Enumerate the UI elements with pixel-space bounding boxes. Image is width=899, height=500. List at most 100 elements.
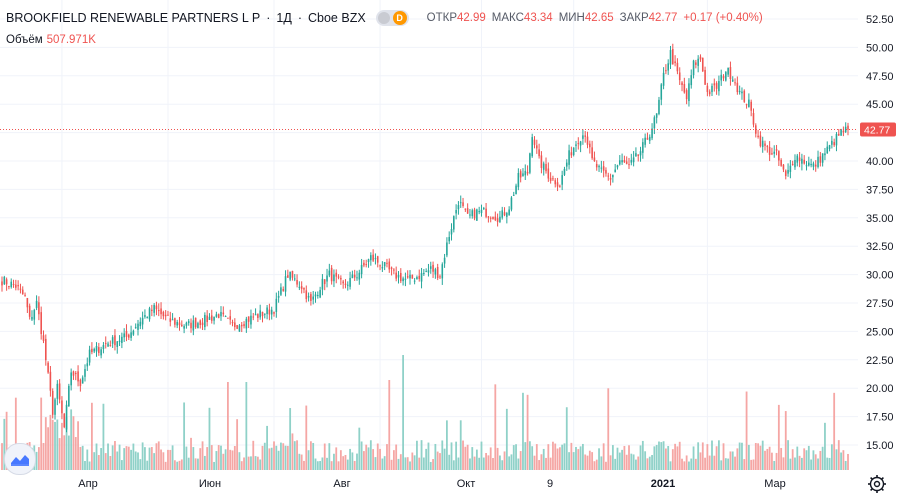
candle-body bbox=[312, 296, 314, 300]
candle-body bbox=[814, 164, 817, 167]
volume-bar bbox=[266, 425, 268, 470]
candle-body bbox=[529, 153, 531, 173]
volume-bar bbox=[738, 442, 741, 470]
candle-body bbox=[764, 143, 766, 146]
candle-body bbox=[692, 60, 695, 76]
candle-body bbox=[492, 216, 494, 219]
volume-bar bbox=[123, 448, 126, 470]
volume-bar bbox=[187, 457, 190, 470]
candle-body bbox=[365, 264, 368, 266]
volume-bar bbox=[210, 445, 213, 470]
volume-bar bbox=[641, 440, 644, 470]
candle-body bbox=[501, 210, 504, 218]
volume-bar bbox=[88, 461, 91, 470]
volume-bar bbox=[395, 444, 398, 470]
volume-bar bbox=[503, 451, 506, 470]
candle-body bbox=[183, 326, 185, 329]
candle-body bbox=[418, 275, 421, 279]
candle-body bbox=[725, 72, 727, 81]
settings-gear-icon[interactable] bbox=[866, 473, 888, 495]
candle-body bbox=[609, 178, 612, 180]
volume-bar bbox=[153, 453, 156, 470]
volume-bar bbox=[826, 457, 829, 470]
candle-body bbox=[330, 267, 333, 282]
price-axis[interactable]: 52.5050.0047.5045.0042.5040.0037.5035.00… bbox=[866, 14, 894, 452]
candle-body bbox=[575, 144, 577, 146]
candle-body bbox=[469, 214, 471, 216]
candle-body bbox=[307, 295, 310, 298]
candle-body bbox=[720, 74, 723, 81]
candle-body bbox=[519, 171, 522, 178]
volume-bar bbox=[655, 444, 658, 470]
candle-body bbox=[148, 308, 151, 320]
candle-body bbox=[672, 48, 674, 65]
price-tick-label: 30.00 bbox=[866, 270, 894, 282]
volume-bar bbox=[167, 449, 169, 470]
volume-bar bbox=[418, 457, 421, 470]
candle-body bbox=[690, 75, 693, 86]
candle-body bbox=[174, 318, 176, 325]
candle-body bbox=[644, 137, 646, 145]
volume-bar bbox=[326, 457, 328, 470]
volume-bar bbox=[344, 454, 347, 470]
volume-bar bbox=[296, 440, 298, 470]
volume-bar bbox=[701, 442, 704, 470]
candle-body bbox=[542, 163, 545, 170]
volume-legend: Объём 507.971K bbox=[6, 34, 96, 46]
candle-body bbox=[144, 315, 146, 317]
candle-body bbox=[413, 280, 416, 282]
volume-bar bbox=[605, 461, 607, 470]
candle-body bbox=[333, 274, 335, 282]
volume-bar bbox=[777, 404, 780, 470]
open-value: 42.99 bbox=[457, 12, 486, 24]
volume-bar bbox=[595, 459, 598, 470]
data-source-pill[interactable]: D bbox=[375, 10, 409, 26]
candle-body bbox=[356, 277, 358, 279]
time-axis[interactable]: Апр Июн Авг Окт 9 2021 Мар bbox=[78, 478, 785, 490]
volume-bar bbox=[658, 441, 660, 470]
volume-bar bbox=[671, 449, 674, 470]
volume-bar bbox=[794, 457, 796, 470]
candle-body bbox=[51, 390, 54, 415]
candle-body bbox=[406, 276, 409, 278]
candle-body bbox=[206, 315, 208, 322]
volume-bar bbox=[524, 442, 527, 470]
candle-body bbox=[681, 82, 683, 85]
candle-body bbox=[837, 133, 840, 136]
volume-bar bbox=[842, 450, 845, 470]
candle-body bbox=[487, 216, 490, 218]
low-value: 42.65 bbox=[584, 12, 614, 24]
volume-bar bbox=[353, 460, 356, 470]
volume-bar bbox=[346, 459, 349, 470]
candle-body bbox=[360, 264, 363, 275]
volume-bar bbox=[77, 421, 79, 470]
price-tick-label: 50.00 bbox=[866, 42, 894, 54]
candle-body bbox=[801, 158, 803, 164]
price-tick-label: 40.00 bbox=[866, 156, 894, 168]
volume-bar bbox=[519, 451, 522, 470]
status-dot-icon bbox=[377, 12, 390, 24]
volume-bar bbox=[824, 422, 826, 470]
tradingview-logo-icon[interactable] bbox=[4, 443, 36, 475]
volume-bar bbox=[441, 440, 444, 470]
candle-body bbox=[162, 311, 165, 317]
volume-bar bbox=[609, 455, 612, 470]
volume-bar bbox=[436, 451, 439, 470]
candle-body bbox=[586, 136, 589, 145]
volume-bar bbox=[572, 452, 575, 470]
interval[interactable]: 1Д bbox=[276, 11, 292, 25]
symbol-name[interactable]: BROOKFIELD RENEWABLE PARTNERS L P bbox=[6, 11, 261, 25]
volume-bar bbox=[300, 454, 303, 470]
candle-body bbox=[766, 146, 769, 148]
exchange: Cboe BZX bbox=[308, 11, 366, 25]
candle-body bbox=[28, 305, 31, 317]
volume-bar bbox=[303, 460, 305, 470]
candle-body bbox=[114, 335, 116, 346]
candle-body bbox=[559, 185, 561, 187]
candle-body bbox=[132, 330, 135, 335]
volume-bars bbox=[1, 355, 849, 470]
candle-body bbox=[434, 269, 437, 275]
volume-bar bbox=[466, 444, 469, 470]
volume-bar bbox=[116, 451, 119, 470]
